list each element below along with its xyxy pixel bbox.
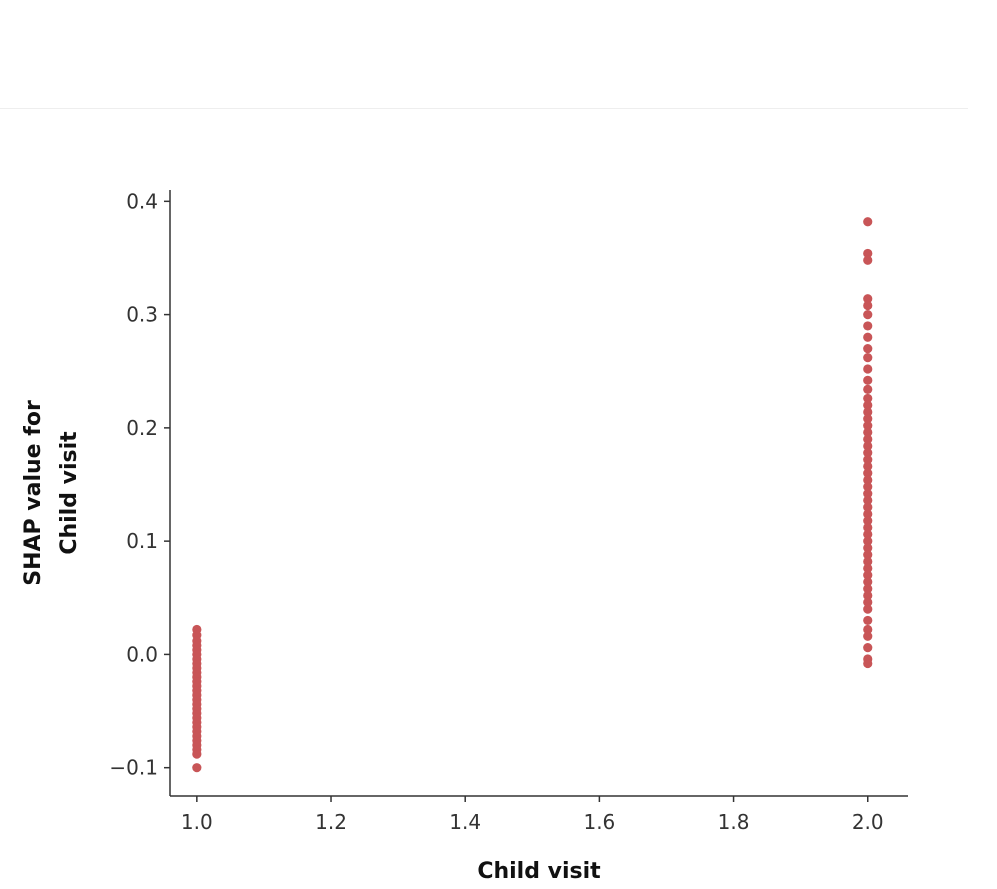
data-point: [863, 441, 873, 451]
y-tick-label: 0.4: [126, 189, 158, 213]
data-point: [863, 509, 873, 519]
data-point: [863, 502, 873, 512]
y-tick-label: 0.3: [126, 303, 158, 327]
data-point: [863, 427, 873, 437]
data-point: [863, 658, 873, 669]
data-point: [863, 631, 873, 641]
data-point: [863, 384, 873, 394]
axes: [169, 190, 908, 797]
data-point: [863, 434, 873, 444]
data-point: [863, 332, 873, 342]
x-tick-label: 2.0: [852, 810, 884, 834]
data-point: [863, 468, 873, 478]
data-point: [863, 414, 873, 424]
data-point: [863, 522, 873, 533]
y-axis-title-line-1: SHAP value for: [21, 400, 46, 586]
y-axis-title-line-2: Child visit: [57, 431, 82, 555]
data-point: [863, 448, 873, 458]
data-point: [863, 454, 873, 465]
data-point: [863, 577, 873, 587]
data-point: [863, 584, 873, 594]
data-point: [863, 563, 873, 573]
data-point: [863, 309, 873, 320]
data-point: [863, 543, 873, 553]
data-point: [863, 570, 873, 580]
data-point: [863, 597, 873, 607]
data-point: [863, 475, 873, 485]
x-tick-label: 1.2: [315, 810, 347, 834]
y-axis-ticks: −0.1 0.0 0.1 0.2 0.3 0.4: [109, 189, 170, 780]
data-point: [863, 615, 873, 626]
x-axis-title: Child visit: [477, 859, 601, 884]
data-point: [863, 550, 873, 560]
data-point: [863, 393, 873, 404]
data-point: [192, 763, 202, 773]
data-point: [863, 516, 873, 526]
data-point: [863, 294, 873, 304]
data-point: [863, 217, 873, 227]
data-point: [192, 749, 202, 759]
y-tick-label: 0.2: [126, 416, 158, 440]
x-tick-label: 1.6: [583, 810, 615, 834]
x-tick-label: 1.0: [181, 810, 213, 834]
data-point: [863, 604, 873, 614]
top-divider: [0, 108, 968, 109]
data-point: [863, 400, 873, 410]
data-point: [863, 255, 873, 265]
scatter-points: [192, 217, 873, 773]
x-tick-label: 1.4: [449, 810, 481, 834]
data-point: [863, 529, 873, 539]
data-point: [863, 590, 873, 601]
data-point: [863, 300, 873, 311]
data-point: [863, 488, 873, 499]
data-point: [863, 321, 873, 331]
data-point: [863, 407, 873, 417]
data-point: [863, 375, 873, 385]
data-point: [863, 461, 873, 471]
data-point: [863, 343, 873, 354]
y-tick-label: −0.1: [109, 756, 158, 780]
data-point: [863, 536, 873, 546]
data-point: [863, 556, 873, 567]
data-point: [863, 482, 873, 492]
data-point: [863, 353, 873, 363]
x-tick-label: 1.8: [718, 810, 750, 834]
y-tick-label: 0.0: [126, 642, 158, 666]
data-point: [863, 421, 873, 431]
data-point: [863, 643, 873, 653]
data-point: [863, 624, 873, 635]
x-axis-ticks: 1.0 1.2 1.4 1.6 1.8 2.0: [181, 796, 884, 834]
y-tick-label: 0.1: [126, 529, 158, 553]
y-axis-title: SHAP value for Child visit: [21, 400, 82, 586]
data-point: [863, 495, 873, 505]
data-point: [863, 248, 873, 259]
data-point: [863, 364, 873, 374]
